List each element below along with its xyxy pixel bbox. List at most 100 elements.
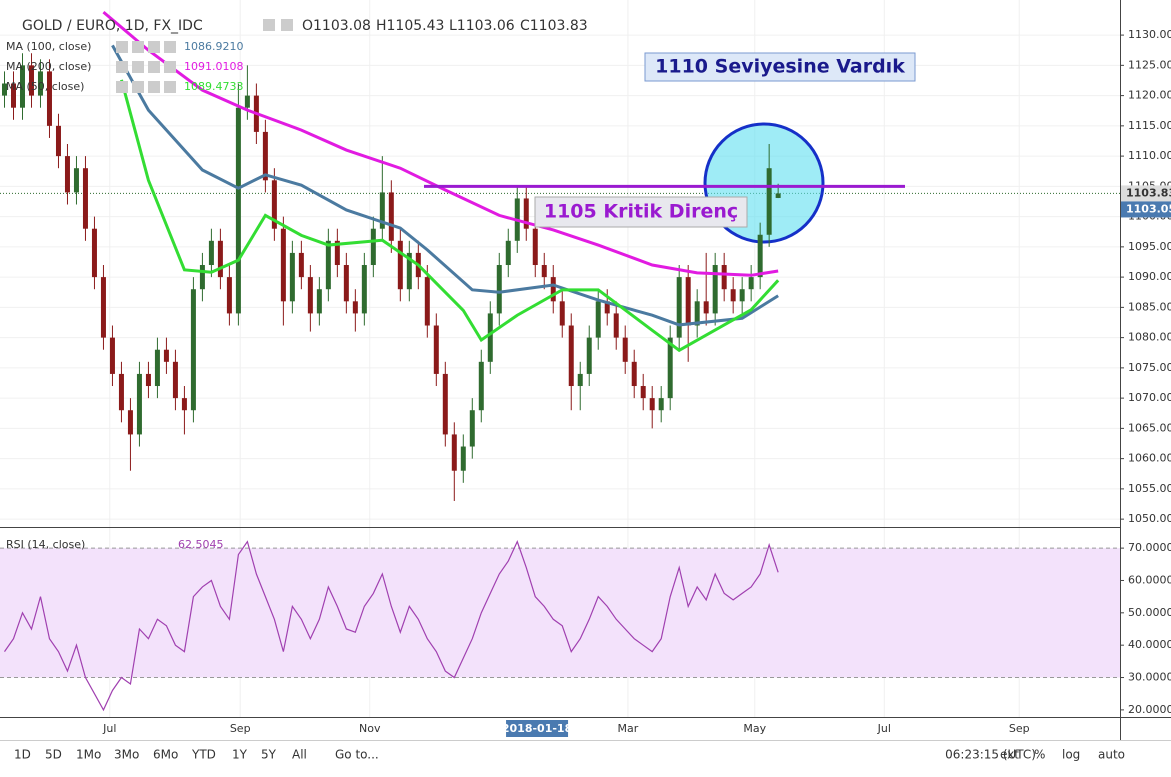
candle-body — [532, 228, 538, 266]
toolbar-button[interactable]: auto — [1098, 748, 1125, 762]
candle-body — [325, 240, 331, 290]
candle-body — [712, 265, 718, 314]
y-tick-label: 1110.00 — [1128, 149, 1171, 162]
candle-body — [631, 361, 637, 387]
toolbar-button[interactable]: 1Mo — [76, 748, 101, 762]
candle-body — [595, 301, 601, 338]
y-tick-label: 40.0000 — [1128, 638, 1171, 651]
button[interactable] — [281, 19, 293, 31]
legend-button[interactable] — [116, 61, 128, 73]
toolbar-button[interactable]: All — [292, 748, 307, 762]
legend-button[interactable] — [132, 81, 144, 93]
candle-body — [10, 83, 16, 108]
toolbar-button[interactable]: 1D — [14, 748, 31, 762]
toolbar-button[interactable]: 5D — [45, 748, 62, 762]
grid — [0, 0, 1120, 717]
candle-body — [613, 313, 619, 338]
clock: 06:23:15 (UTC) — [945, 748, 1036, 762]
y-tick-label: 60.0000 — [1128, 573, 1171, 586]
y-tick-label: 1060.00 — [1128, 452, 1171, 465]
toolbar-button[interactable]: log — [1062, 748, 1080, 762]
legend-button[interactable] — [148, 81, 160, 93]
candle-body — [73, 168, 79, 193]
candle-body — [172, 361, 178, 399]
candle-body — [541, 265, 547, 278]
toolbar-button[interactable]: 3Mo — [114, 748, 139, 762]
last-price: 1103.83 — [1126, 186, 1171, 199]
legend-button[interactable] — [148, 41, 160, 53]
toolbar-button[interactable]: YTD — [191, 748, 216, 762]
toolbar-button[interactable]: % — [1034, 748, 1045, 762]
candle-body — [433, 325, 439, 374]
y-tick-label: 1050.00 — [1128, 512, 1171, 525]
button[interactable] — [263, 19, 275, 31]
y-tick-label: 1075.00 — [1128, 361, 1171, 374]
y-tick-label: 1065.00 — [1128, 421, 1171, 434]
toolbar: 1D 5D 1Mo 3Mo 6Mo YTD 1Y 5Y All Go to... ext% log au… — [14, 748, 1125, 762]
x-tick-label: Jul — [877, 722, 891, 735]
toolbar-button[interactable]: 6Mo — [153, 748, 178, 762]
candle-body — [55, 125, 61, 157]
toolbar-button[interactable]: Go to... — [335, 748, 379, 762]
legend-name: MA (50, close) — [6, 80, 84, 93]
candle-body — [217, 240, 223, 278]
legend-name: MA (100, close) — [6, 40, 91, 53]
annotation-box — [644, 52, 916, 82]
y-tick-label: 1090.00 — [1128, 270, 1171, 283]
legend-button[interactable] — [132, 41, 144, 53]
legend-button[interactable] — [116, 81, 128, 93]
header-buttons — [263, 19, 293, 31]
legend-button[interactable] — [132, 61, 144, 73]
y-tick-label: 1095.00 — [1128, 240, 1171, 253]
legend-button[interactable] — [164, 41, 176, 53]
rsi-line — [4, 540, 779, 712]
annotation: 1110 Seviyesine Vardık — [655, 56, 905, 78]
candle-body — [91, 228, 97, 278]
candle-body — [244, 95, 250, 108]
candle-body — [235, 107, 241, 314]
candle-body — [649, 398, 655, 411]
candle-body — [343, 265, 349, 302]
crosshair-price: 1103.05 — [1126, 202, 1171, 215]
legend-button[interactable] — [164, 61, 176, 73]
last-price-box — [1121, 185, 1171, 202]
candle-body — [145, 373, 151, 387]
toolbar-button[interactable]: 5Y — [261, 748, 277, 762]
ma-line — [111, 44, 779, 327]
candle-body — [127, 410, 133, 435]
candle-body — [487, 313, 493, 362]
candle-body — [280, 228, 286, 302]
candle-body — [424, 277, 430, 326]
ohlc: L1103.06 — [449, 18, 515, 34]
candle-body — [442, 373, 448, 435]
candle-body — [406, 252, 412, 290]
candle-body — [190, 289, 196, 411]
toolbar-button[interactable]: ext — [1000, 748, 1019, 762]
candle-body — [28, 65, 34, 96]
y-tick-label: 50.0000 — [1128, 606, 1171, 619]
y-tick-label: 70.0000 — [1128, 541, 1171, 554]
y-tick-label: 1070.00 — [1128, 391, 1171, 404]
candle-body — [730, 289, 736, 302]
candle-body — [703, 301, 709, 314]
legend-button[interactable] — [164, 81, 176, 93]
y-tick-label: 1125.00 — [1128, 58, 1171, 71]
legend-button[interactable] — [148, 61, 160, 73]
x-tick-label: May — [743, 722, 766, 735]
toolbar-button[interactable]: 1Y — [232, 748, 248, 762]
candle-body — [208, 240, 214, 266]
legend-button[interactable] — [116, 41, 128, 53]
candle-body — [550, 277, 556, 302]
rsi-band — [0, 548, 1120, 678]
candle-body — [289, 252, 295, 302]
candle-body — [748, 277, 754, 290]
candle-body — [757, 234, 763, 278]
candle-body — [298, 252, 304, 278]
candle-body — [154, 349, 160, 387]
candle-body — [307, 277, 313, 314]
ohlc: C1103.83 — [520, 18, 588, 34]
candle-body — [271, 180, 277, 229]
candle-body — [316, 289, 322, 314]
chart-title: GOLD / EURO, 1D, FX_IDC — [22, 18, 203, 34]
